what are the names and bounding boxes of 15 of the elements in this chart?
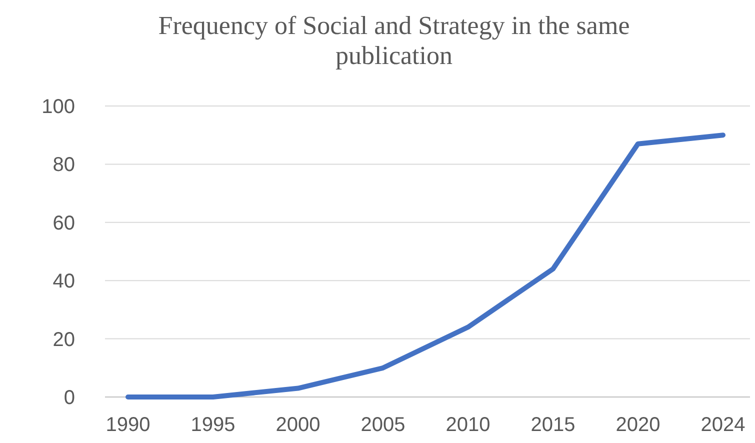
y-tick-label: 80 <box>52 154 75 176</box>
x-tick-label: 2015 <box>530 414 576 436</box>
x-tick-label: 2000 <box>276 414 320 436</box>
x-tick-label: 1995 <box>190 414 236 436</box>
y-tick-label: 100 <box>42 96 75 118</box>
x-tick-label: 2005 <box>360 414 406 436</box>
y-tick-label: 40 <box>52 270 75 293</box>
chart-title: Frequency of Social and Strategy in the same publication <box>158 11 630 70</box>
y-tick-label: 20 <box>52 328 75 351</box>
x-tick-label: 2010 <box>446 414 490 436</box>
x-tick-label: 2020 <box>616 414 660 436</box>
x-tick-label: 2024 <box>700 414 746 436</box>
y-tick-label: 0 <box>64 387 75 409</box>
y-tick-label: 60 <box>52 212 75 234</box>
x-tick-label: 1990 <box>106 414 150 436</box>
